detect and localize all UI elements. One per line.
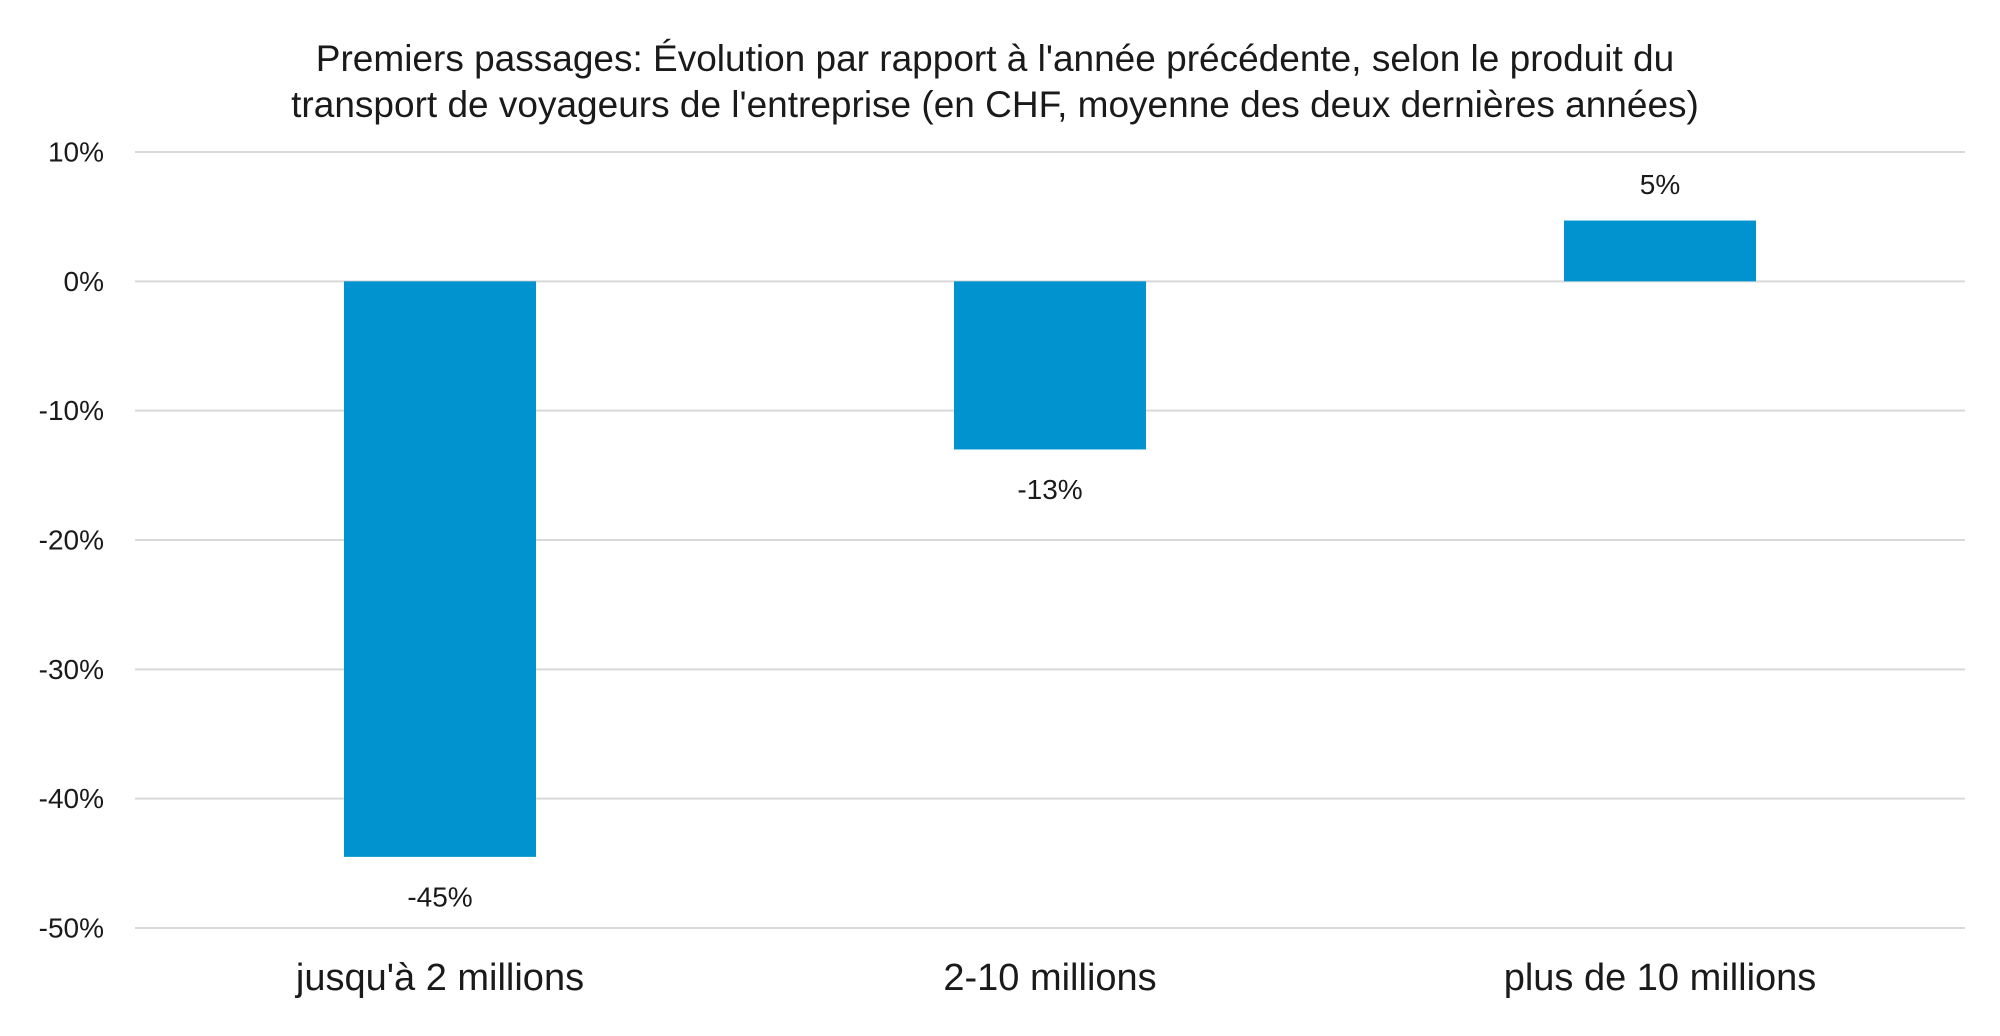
y-tick-label: -40% [39, 783, 104, 814]
y-tick-label: -50% [39, 913, 104, 944]
bar [1564, 220, 1756, 282]
x-category-label: 2-10 millions [943, 957, 1156, 999]
y-tick-label: -10% [39, 395, 104, 426]
y-tick-label: -20% [39, 525, 104, 556]
y-tick-label: 10% [48, 137, 104, 168]
x-category-label: plus de 10 millions [1504, 957, 1817, 999]
bar [344, 281, 536, 857]
chart-title-line-1: Premiers passages: Évolution par rapport… [315, 38, 1675, 79]
bars [344, 220, 1756, 857]
data-labels: -45% -13% 5% [407, 169, 1680, 912]
y-tick-label: -30% [39, 654, 104, 685]
data-label: -13% [1017, 474, 1082, 505]
data-label: -45% [407, 881, 472, 912]
chart-title-line-2: transport de voyageurs de l'entreprise (… [291, 84, 1699, 125]
bar [954, 281, 1146, 450]
data-label: 5% [1640, 169, 1680, 200]
y-axis-ticks: 10% 0% -10% -20% -30% -40% -50% [39, 137, 104, 944]
x-category-label: jusqu'à 2 millions [295, 957, 584, 999]
x-axis-categories: jusqu'à 2 millions 2-10 millions plus de 1… [295, 957, 1816, 999]
y-tick-label: 0% [64, 266, 104, 297]
